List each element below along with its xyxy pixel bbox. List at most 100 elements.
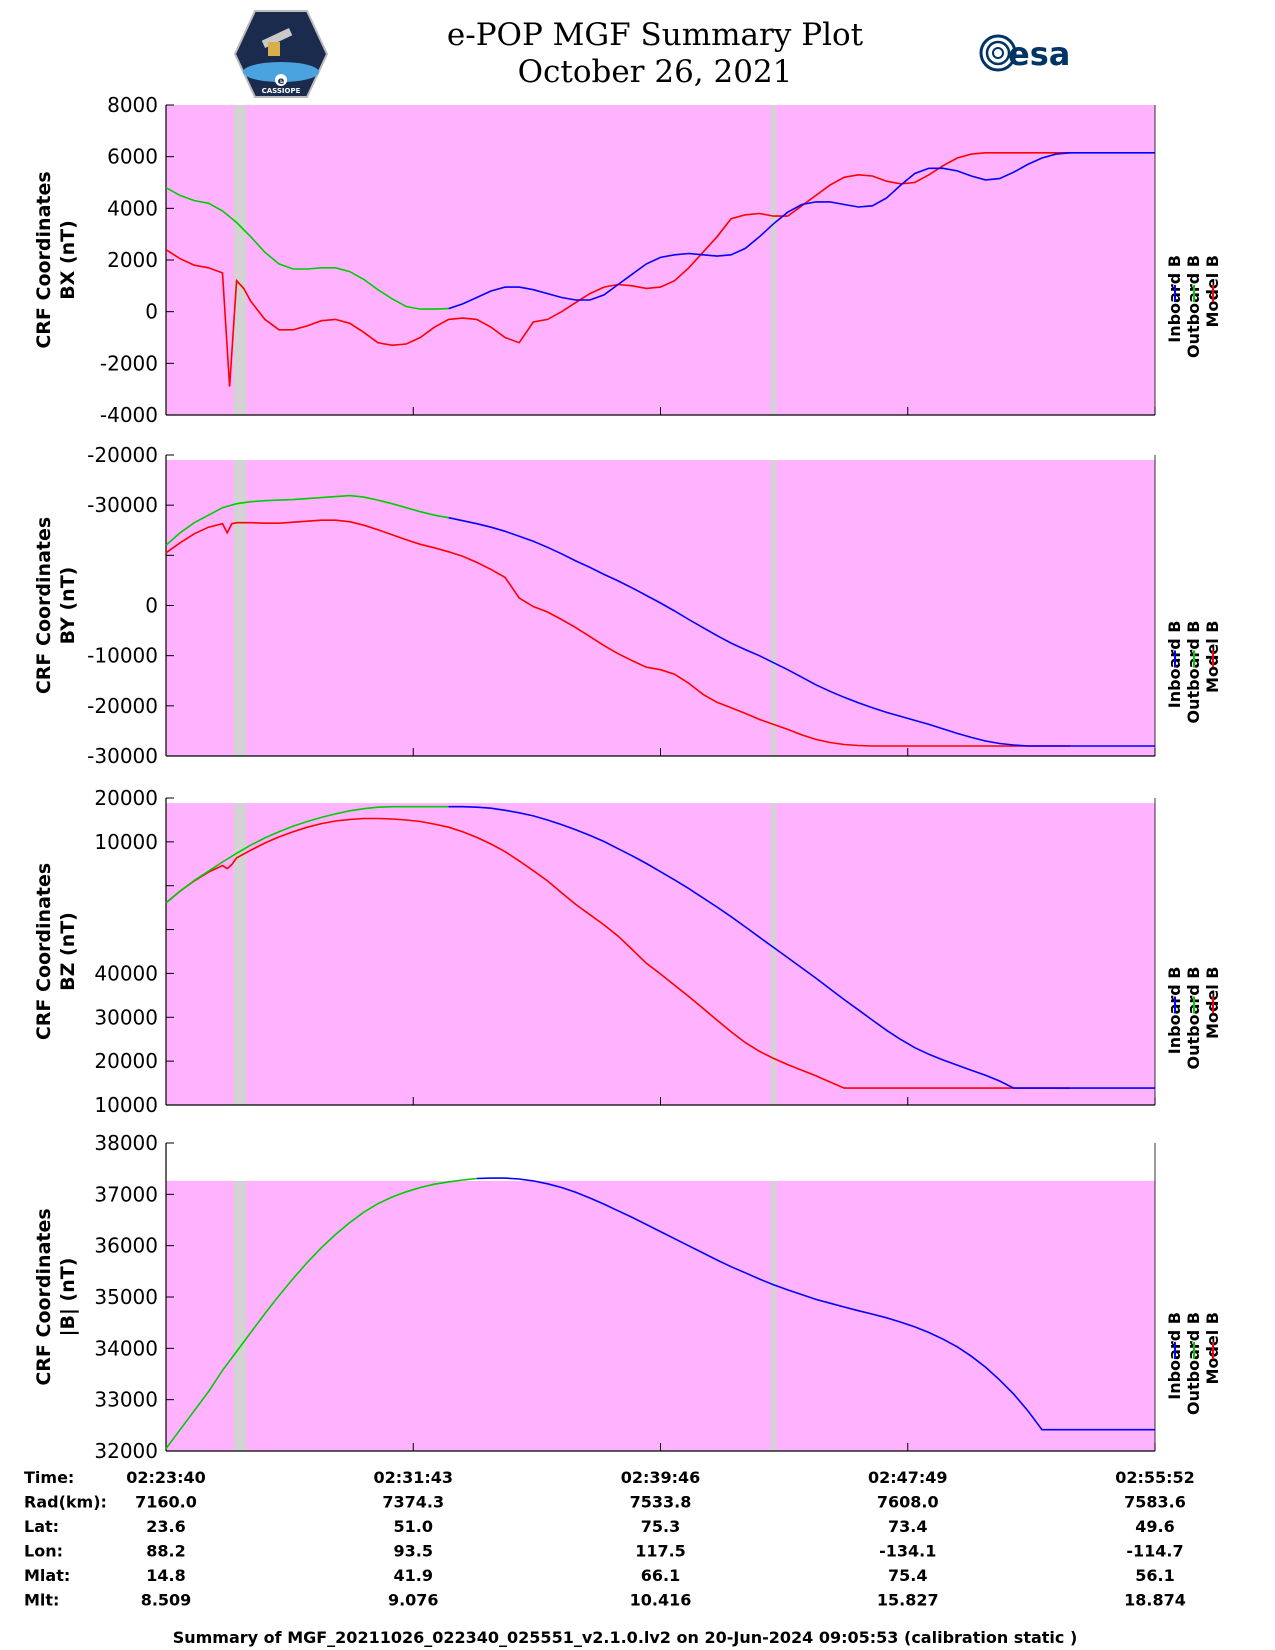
series-inboard-b <box>448 805 1155 1089</box>
table-row-label: Lon: <box>24 1542 63 1561</box>
table-cell: 02:47:49 <box>868 1468 948 1487</box>
series-inboard-b <box>476 1177 1155 1431</box>
table-row-label: Time: <box>24 1468 74 1487</box>
table-cell: 14.8 <box>146 1566 185 1585</box>
y-tick-label: 32000 <box>94 1439 158 1463</box>
data-gap-band <box>771 803 776 1105</box>
legend-label: Outboard B <box>1184 255 1203 358</box>
table-cell: 75.3 <box>641 1517 680 1536</box>
table-cell: 9.076 <box>388 1591 439 1610</box>
table-row-label: Rad(km): <box>24 1493 107 1512</box>
panel-background <box>166 105 1155 415</box>
table-cell: 7533.8 <box>630 1493 692 1512</box>
table-cell: -114.7 <box>1126 1542 1183 1561</box>
y-tick-label: 30000 <box>94 1005 158 1029</box>
cassiope-logo-text: CASSIOPE <box>262 87 301 95</box>
esa-logo: esa <box>979 34 1070 73</box>
footer-summary: Summary of MGF_20211026_022340_025551_v2… <box>173 1628 1078 1647</box>
y-tick-label: -10000 <box>87 644 158 668</box>
y-axis-label-line2: BX (nT) <box>57 220 79 300</box>
table-row-label: Mlat: <box>24 1566 70 1585</box>
y-tick-label: 40000 <box>94 961 158 985</box>
y-axis-label-line1: CRF Coordinates <box>33 171 55 348</box>
y-axis-label-line2: BY (nT) <box>57 567 79 645</box>
data-gap-band <box>234 803 246 1105</box>
table-cell: 56.1 <box>1135 1566 1174 1585</box>
data-gap-band <box>771 1180 776 1451</box>
panel-background <box>166 803 1155 1105</box>
y-tick-label: 20000 <box>94 786 158 810</box>
table-cell: 117.5 <box>635 1542 686 1561</box>
y-tick-label: 35000 <box>94 1285 158 1309</box>
y-tick-label: 38000 <box>94 1131 158 1155</box>
y-tick-label: 37000 <box>94 1182 158 1206</box>
table-cell: 66.1 <box>641 1566 680 1585</box>
plot-date: October 26, 2021 <box>518 54 793 90</box>
y-tick-label: 36000 <box>94 1234 158 1258</box>
panel-background <box>166 460 1155 756</box>
y-axis-label: CRF Coordinates BX (nT) <box>33 171 79 348</box>
orbit-info-table: Time: Rad(km): Lat: Lon: Mlat: Mlt: 02:23:40 71… <box>24 1468 1195 1610</box>
table-row-label: Lat: <box>24 1517 59 1536</box>
cassiope-logo: e CASSIOPE <box>233 10 329 98</box>
series-inboard-b <box>448 516 1155 747</box>
y-tick-label: 4000 <box>107 196 158 220</box>
y-tick-label: 0 <box>145 594 158 618</box>
legend-label: Outboard B <box>1184 1312 1203 1415</box>
y-tick-label: 20000 <box>94 1049 158 1073</box>
y-tick-label: 33000 <box>94 1388 158 1412</box>
table-cell: 7374.3 <box>382 1493 444 1512</box>
data-gap-band <box>234 105 246 415</box>
table-cell: 51.0 <box>394 1517 433 1536</box>
table-cell: -134.1 <box>879 1542 936 1561</box>
y-axis-label-line2: |B| (nT) <box>57 1258 79 1337</box>
data-gap-band <box>234 1180 246 1451</box>
y-axis-label-line2: BZ (nT) <box>57 912 79 991</box>
y-axis-label-line1: CRF Coordinates <box>33 863 55 1040</box>
y-tick-label: -2000 <box>100 351 158 375</box>
table-cell: 02:31:43 <box>373 1468 453 1487</box>
y-tick-label: -20000 <box>87 443 158 467</box>
esa-logo-text: esa <box>1008 35 1070 73</box>
y-axis-label: CRF Coordinates BY (nT) <box>33 517 79 694</box>
y-tick-label: 8000 <box>107 93 158 117</box>
table-cell: 02:55:52 <box>1115 1468 1195 1487</box>
series-outboard-b <box>165 186 449 310</box>
legend-label: Outboard B <box>1184 621 1203 724</box>
y-axis-label-line1: CRF Coordinates <box>33 517 55 694</box>
plot-title: e-POP MGF Summary Plot <box>447 17 864 53</box>
table-cell: 8.509 <box>141 1591 192 1610</box>
y-tick-label: -30000 <box>87 493 158 517</box>
table-cell: 18.874 <box>1124 1591 1186 1610</box>
table-cell: 10.416 <box>630 1591 692 1610</box>
y-axis-label-line1: CRF Coordinates <box>33 1208 55 1385</box>
table-cell: 88.2 <box>146 1542 185 1561</box>
series-model-b <box>165 152 1071 387</box>
series-outboard-b <box>165 805 449 904</box>
y-tick-label: -20000 <box>87 694 158 718</box>
table-cell: 41.9 <box>394 1566 433 1585</box>
y-tick-label: -4000 <box>100 403 158 427</box>
panel-2: -20000 -30000 0 -10000 -20000 -30000 CRF Coord… <box>33 443 1156 768</box>
table-cell: 15.827 <box>877 1591 939 1610</box>
y-tick-label: 6000 <box>107 145 158 169</box>
y-axis-label: CRF Coordinates |B| (nT) <box>33 1208 79 1385</box>
table-cell: 73.4 <box>888 1517 927 1536</box>
table-cell: 23.6 <box>146 1517 185 1536</box>
series-model-b <box>165 519 1071 747</box>
table-cell: 02:23:40 <box>126 1468 206 1487</box>
table-cell: 49.6 <box>1135 1517 1174 1536</box>
panel-3: 20000 10000 40000 30000 20000 10000 CRF Coordi… <box>33 786 1156 1117</box>
cassiope-logo-letter: e <box>278 76 285 87</box>
table-cell: 7608.0 <box>877 1493 939 1512</box>
y-tick-label: 2000 <box>107 248 158 272</box>
data-gap-band <box>771 105 776 415</box>
panel-background <box>166 1180 1155 1451</box>
data-gap-band <box>234 460 246 756</box>
